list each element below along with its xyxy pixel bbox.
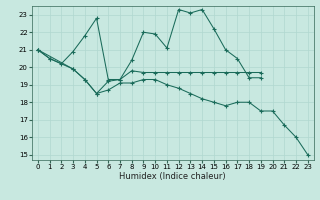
X-axis label: Humidex (Indice chaleur): Humidex (Indice chaleur) [119, 172, 226, 181]
